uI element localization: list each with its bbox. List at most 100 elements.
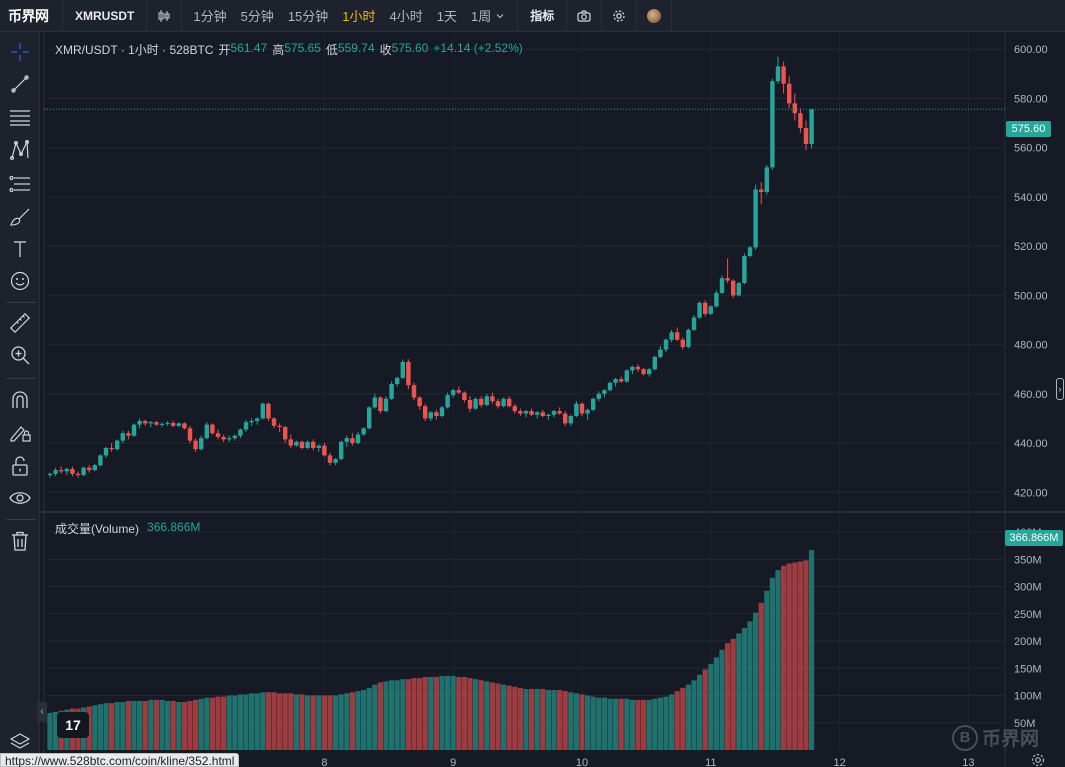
- price-tick-label: 500.00: [1014, 290, 1048, 302]
- volume-bar: [165, 700, 171, 750]
- candle-body: [75, 473, 81, 476]
- volume-bar: [551, 690, 557, 750]
- horizontal-lines-icon[interactable]: [8, 105, 32, 129]
- candle-body: [725, 278, 730, 281]
- candle-body: [423, 406, 428, 419]
- candle-body: [775, 66, 781, 82]
- trash-icon[interactable]: [8, 529, 32, 553]
- candle-body: [81, 467, 86, 476]
- volume-bar: [411, 678, 417, 750]
- pattern-icon[interactable]: [8, 138, 32, 162]
- candle-body: [283, 427, 288, 440]
- timeframe-1w[interactable]: 1周: [464, 6, 517, 25]
- candle-body: [260, 403, 265, 419]
- candle-body: [742, 256, 747, 284]
- avatar-image: [647, 8, 662, 23]
- candle-body: [736, 283, 741, 296]
- time-tick-label: 11: [705, 757, 716, 767]
- candle-body: [148, 422, 153, 424]
- volume-bar: [120, 702, 126, 750]
- candle-body: [232, 435, 237, 439]
- crosshair-icon[interactable]: [8, 40, 32, 64]
- volume-bar: [725, 643, 731, 750]
- volume-bar: [730, 638, 736, 750]
- candle-body: [327, 455, 333, 463]
- settings-gear-icon[interactable]: [1030, 752, 1046, 767]
- collapse-toolbar-button[interactable]: ‹: [37, 702, 47, 722]
- candle-body: [529, 411, 534, 415]
- lock-icon[interactable]: [8, 454, 32, 478]
- text-icon[interactable]: [8, 237, 32, 261]
- candle-body: [546, 414, 551, 416]
- candle-body: [591, 398, 596, 410]
- volume-bar: [310, 695, 316, 750]
- ruler-icon[interactable]: [8, 311, 32, 335]
- tradingview-logo[interactable]: 17: [57, 712, 89, 738]
- candle-body: [277, 425, 282, 428]
- right-panel-handle[interactable]: ›: [1056, 378, 1064, 400]
- chart-canvas[interactable]: 600.00 580.00 560.00 540.00 520.00 500.00 480.…: [40, 32, 1065, 767]
- zoom-in-icon[interactable]: [8, 343, 32, 367]
- candle-body: [389, 384, 394, 399]
- legend-high-label: 高: [272, 43, 285, 57]
- emoji-icon[interactable]: [8, 269, 32, 293]
- candle-body: [294, 441, 299, 446]
- candle-body: [619, 379, 624, 382]
- volume-bar: [641, 699, 647, 750]
- candle-body: [635, 366, 641, 370]
- fib-icon[interactable]: [8, 172, 32, 196]
- eye-icon[interactable]: [8, 486, 32, 510]
- symbol-selector[interactable]: XMRUSDT: [75, 8, 135, 23]
- avatar[interactable]: [637, 0, 671, 32]
- volume-bar: [697, 674, 703, 750]
- volume-bar: [517, 687, 523, 750]
- magnet-icon[interactable]: [8, 388, 32, 412]
- volume-bar: [372, 684, 378, 750]
- divider: [181, 0, 183, 32]
- candle-body: [311, 441, 316, 448]
- candle-body: [467, 400, 473, 409]
- indicators-button[interactable]: 指标: [530, 9, 555, 23]
- volume-tick-label: 50M: [1014, 718, 1035, 730]
- timeframe-4h[interactable]: 4小时: [389, 9, 423, 24]
- candle-body: [131, 424, 137, 436]
- timeframe-1d[interactable]: 1天: [436, 9, 457, 24]
- candle-body: [798, 113, 803, 128]
- volume-bar: [92, 705, 98, 750]
- camera-icon[interactable]: [567, 0, 601, 32]
- timeframe-15m[interactable]: 15分钟: [287, 9, 329, 24]
- candle-body: [473, 398, 478, 409]
- timeframe-5m[interactable]: 5分钟: [240, 9, 274, 24]
- candle-style-icon[interactable]: [147, 0, 181, 32]
- volume-legend-value: 366.866M: [147, 520, 201, 534]
- timeframe-1m[interactable]: 1分钟: [193, 9, 227, 24]
- candle-body: [602, 390, 607, 394]
- volume-bar: [540, 688, 546, 750]
- volume-bar: [400, 679, 406, 750]
- candle-body: [439, 407, 445, 416]
- candle-body: [339, 441, 344, 460]
- volume-bar: [187, 700, 193, 750]
- trend-line-icon[interactable]: [8, 72, 32, 96]
- gear-icon[interactable]: [602, 0, 636, 32]
- volume-bar: [86, 706, 92, 750]
- candle-body: [703, 302, 708, 314]
- layers-icon[interactable]: [8, 730, 32, 754]
- volume-bar: [769, 577, 775, 750]
- lock-pencil-icon[interactable]: [8, 421, 32, 445]
- timeframe-1h[interactable]: 1小时: [342, 9, 376, 24]
- candle-body: [176, 423, 181, 426]
- volume-bar: [125, 700, 131, 750]
- volume-bar: [691, 680, 697, 750]
- site-logo[interactable]: 币界网: [8, 7, 49, 24]
- candle-body: [445, 395, 450, 408]
- price-tick-label: 460.00: [1014, 389, 1048, 401]
- volume-bar: [215, 696, 221, 750]
- candle-body: [249, 420, 254, 423]
- watermark: B 币界网: [952, 724, 1039, 751]
- volume-bar: [47, 712, 53, 750]
- divider: [6, 519, 36, 520]
- volume-bar: [53, 711, 59, 750]
- brush-icon[interactable]: [8, 205, 32, 229]
